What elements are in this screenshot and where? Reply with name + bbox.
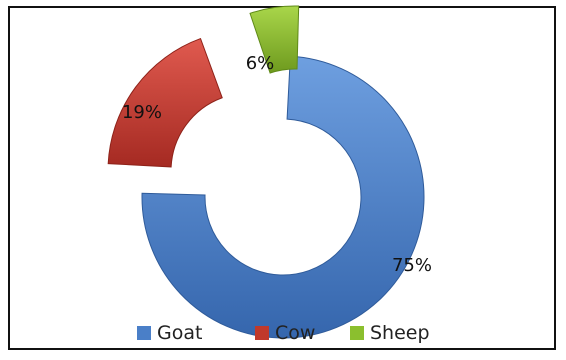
- label-cow: 19%: [122, 102, 162, 123]
- legend-swatch-cow: [255, 326, 269, 340]
- legend-label-cow: Cow: [275, 322, 315, 344]
- legend-label-sheep: Sheep: [370, 322, 430, 344]
- legend-swatch-sheep: [350, 326, 364, 340]
- slice-cow: [107, 37, 223, 168]
- label-goat: 75%: [392, 255, 432, 276]
- label-sheep: 6%: [246, 53, 275, 74]
- legend-label-goat: Goat: [157, 322, 202, 344]
- slice-goat: [141, 55, 425, 339]
- legend-swatch-goat: [137, 326, 151, 340]
- slice-sheep: [249, 5, 300, 74]
- legend: Goat Cow Sheep: [137, 322, 430, 344]
